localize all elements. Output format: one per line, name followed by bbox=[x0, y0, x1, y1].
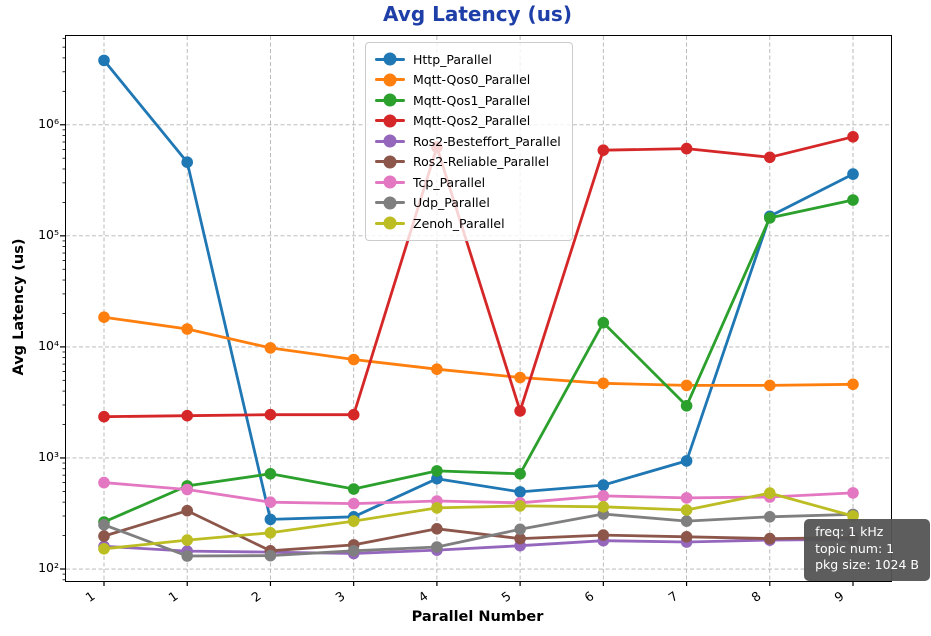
annotation-line-pkg-size: pkg size: 1024 B bbox=[815, 557, 919, 572]
legend-swatch bbox=[375, 196, 405, 210]
series-Zenoh_Parallel bbox=[98, 487, 859, 555]
legend-item: Http_Parallel bbox=[375, 49, 561, 70]
legend-item: Udp_Parallel bbox=[375, 193, 561, 214]
legend-swatch bbox=[375, 93, 405, 107]
x-tick-label: 7 bbox=[664, 588, 681, 605]
axis-ticks bbox=[60, 37, 854, 586]
annotation-line-topic-num: topic num: 1 bbox=[815, 540, 895, 556]
legend-label: Http_Parallel bbox=[413, 51, 492, 67]
legend-swatch bbox=[375, 134, 405, 148]
legend-item: Ros2-Besteffort_Parallel bbox=[375, 131, 561, 152]
page-title: Avg Latency (us) bbox=[383, 2, 572, 26]
legend-item: Zenoh_Parallel bbox=[375, 213, 561, 234]
annotation-box: freq: 1 kHz topic num: 1 pkg size: 1024 … bbox=[804, 519, 930, 581]
annotation-line-freq: freq: 1 kHz bbox=[815, 524, 884, 539]
legend-swatch bbox=[375, 216, 405, 230]
legend-label: Zenoh_Parallel bbox=[413, 215, 505, 231]
legend-label: Tcp_Parallel bbox=[413, 174, 486, 190]
x-tick-label: 1 bbox=[82, 588, 98, 605]
legend-item: Mqtt-Qos1_Parallel bbox=[375, 90, 561, 111]
x-tick-label: 3 bbox=[332, 588, 348, 605]
legend-item: Mqtt-Qos0_Parallel bbox=[375, 70, 561, 91]
y-tick-label: 10⁶ bbox=[38, 115, 59, 131]
legend-swatch bbox=[375, 52, 405, 66]
x-tick-label: 8 bbox=[748, 588, 764, 605]
legend-label: Mqtt-Qos0_Parallel bbox=[413, 72, 531, 88]
y-tick-label: 10³ bbox=[38, 448, 59, 464]
legend-label: Udp_Parallel bbox=[413, 195, 490, 211]
series-Udp_Parallel bbox=[98, 508, 859, 562]
y-tick-label: 10⁴ bbox=[38, 337, 59, 353]
x-tick-label: 2 bbox=[248, 588, 264, 605]
legend-swatch bbox=[375, 175, 405, 189]
legend-label: Ros2-Reliable_Parallel bbox=[413, 154, 550, 170]
legend-swatch bbox=[375, 114, 405, 128]
x-tick-label: 5 bbox=[498, 588, 514, 605]
y-tick-label: 10⁵ bbox=[38, 226, 59, 242]
x-tick-label: 4 bbox=[415, 588, 431, 605]
y-tick-label: 10² bbox=[38, 560, 59, 576]
series-Mqtt-Qos0_Parallel bbox=[98, 311, 859, 392]
legend-item: Mqtt-Qos2_Parallel bbox=[375, 111, 561, 132]
x-axis-label: Parallel Number bbox=[411, 609, 544, 625]
y-axis-label: Avg Latency (us) bbox=[11, 238, 27, 376]
legend-swatch bbox=[375, 73, 405, 87]
legend-swatch bbox=[375, 155, 405, 169]
legend-label: Ros2-Besteffort_Parallel bbox=[413, 133, 561, 149]
legend-item: Ros2-Reliable_Parallel bbox=[375, 152, 561, 173]
series-Mqtt-Qos1_Parallel bbox=[98, 194, 859, 528]
legend-label: Mqtt-Qos2_Parallel bbox=[413, 113, 531, 129]
x-tick-label: 6 bbox=[581, 588, 597, 605]
legend: Http_Parallel Mqtt-Qos0_Parallel Mqtt-Qo… bbox=[365, 42, 573, 241]
legend-item: Tcp_Parallel bbox=[375, 172, 561, 193]
x-tick-label: 9 bbox=[831, 588, 847, 605]
legend-label: Mqtt-Qos1_Parallel bbox=[413, 92, 531, 108]
x-tick-label: 1 bbox=[165, 588, 181, 605]
